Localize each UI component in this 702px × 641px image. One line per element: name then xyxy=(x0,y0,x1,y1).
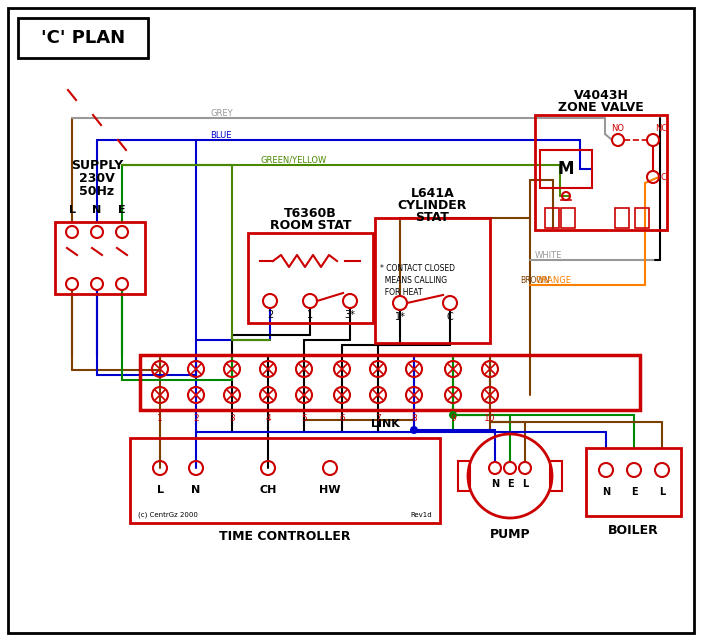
Text: 10: 10 xyxy=(484,413,496,422)
Text: 8: 8 xyxy=(411,413,417,422)
Bar xyxy=(615,208,629,228)
Bar xyxy=(458,461,470,491)
Bar xyxy=(586,448,681,516)
Text: N: N xyxy=(491,479,499,489)
Text: E: E xyxy=(630,487,637,497)
Bar xyxy=(140,355,640,410)
Bar xyxy=(248,233,373,323)
Bar xyxy=(540,150,592,188)
Text: CH: CH xyxy=(259,485,277,495)
Bar xyxy=(535,115,667,230)
Text: 1: 1 xyxy=(307,310,313,320)
Text: 1: 1 xyxy=(157,413,163,422)
Text: BLUE: BLUE xyxy=(210,131,232,140)
Text: ROOM STAT: ROOM STAT xyxy=(270,219,351,231)
Text: * CONTACT CLOSED: * CONTACT CLOSED xyxy=(380,263,455,272)
Text: SUPPLY: SUPPLY xyxy=(71,158,123,172)
Text: M: M xyxy=(558,160,574,178)
Text: 230V: 230V xyxy=(79,172,115,185)
Text: L: L xyxy=(69,205,76,215)
Text: N: N xyxy=(93,205,102,215)
Text: 9: 9 xyxy=(450,413,456,422)
Text: 50Hz: 50Hz xyxy=(79,185,114,197)
Bar xyxy=(130,438,440,523)
Text: L641A: L641A xyxy=(411,187,454,199)
Text: E: E xyxy=(507,479,513,489)
Text: STAT: STAT xyxy=(416,210,449,224)
Text: ZONE VALVE: ZONE VALVE xyxy=(558,101,644,113)
Text: ORANGE: ORANGE xyxy=(535,276,571,285)
Text: MEANS CALLING: MEANS CALLING xyxy=(380,276,447,285)
Text: 7: 7 xyxy=(375,413,381,422)
Text: L: L xyxy=(157,485,164,495)
Text: 2: 2 xyxy=(267,310,273,320)
Text: NC: NC xyxy=(655,124,667,133)
Text: TIME CONTROLLER: TIME CONTROLLER xyxy=(219,529,351,542)
Text: L: L xyxy=(659,487,665,497)
Text: HW: HW xyxy=(319,485,340,495)
Circle shape xyxy=(449,411,457,419)
Text: V4043H: V4043H xyxy=(574,88,628,101)
Bar xyxy=(635,208,649,228)
Bar xyxy=(375,218,490,343)
Text: C: C xyxy=(660,172,666,181)
Text: GREEN/YELLOW: GREEN/YELLOW xyxy=(260,156,326,165)
Text: C: C xyxy=(446,312,453,322)
Text: 6: 6 xyxy=(339,413,345,422)
Text: 5: 5 xyxy=(301,413,307,422)
Text: CYLINDER: CYLINDER xyxy=(398,199,468,212)
Text: WHITE: WHITE xyxy=(535,251,562,260)
Text: 3*: 3* xyxy=(345,310,355,320)
Text: N: N xyxy=(192,485,201,495)
Text: PUMP: PUMP xyxy=(490,528,530,540)
Text: (c) CentrGz 2000: (c) CentrGz 2000 xyxy=(138,512,198,519)
Text: Rev1d: Rev1d xyxy=(411,512,432,518)
Text: N: N xyxy=(602,487,610,497)
Text: BOILER: BOILER xyxy=(608,524,659,537)
Text: FOR HEAT: FOR HEAT xyxy=(380,288,423,297)
Text: 2: 2 xyxy=(193,413,199,422)
Text: 3: 3 xyxy=(229,413,235,422)
Bar xyxy=(18,18,148,58)
Text: 'C' PLAN: 'C' PLAN xyxy=(41,29,125,47)
Circle shape xyxy=(410,426,418,434)
Text: GREY: GREY xyxy=(210,108,232,117)
Bar xyxy=(561,208,575,228)
Bar xyxy=(55,222,145,294)
Bar xyxy=(550,461,562,491)
Text: NO: NO xyxy=(611,124,625,133)
Text: BROWN: BROWN xyxy=(520,276,550,285)
Text: LINK: LINK xyxy=(371,419,399,429)
Text: T6360B: T6360B xyxy=(284,206,337,219)
Text: E: E xyxy=(118,205,126,215)
Text: L: L xyxy=(522,479,528,489)
Text: 4: 4 xyxy=(265,413,271,422)
Text: 1*: 1* xyxy=(395,312,406,322)
Bar xyxy=(545,208,559,228)
